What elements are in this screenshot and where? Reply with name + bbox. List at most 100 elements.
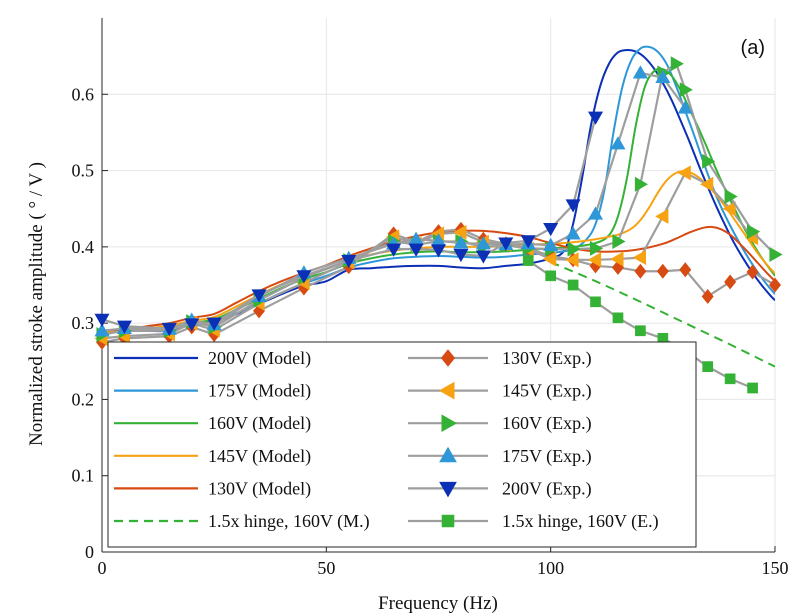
data-point-145v-exp [722, 201, 736, 217]
data-point-1-5x-hinge-160v-e [590, 296, 601, 308]
data-point-160v-exp [702, 153, 716, 169]
data-point-175v-exp [453, 235, 469, 249]
data-point-175v-exp [677, 100, 693, 114]
y-tick-label: 0.1 [72, 466, 95, 486]
data-point-130v-exp [634, 263, 647, 279]
data-point-200v-exp [588, 111, 604, 125]
legend-entry-160v-exp: 160V (Exp.) [408, 413, 592, 434]
panel-label: (a) [741, 37, 765, 59]
legend-label: 200V (Model) [208, 348, 311, 369]
data-point-200v-exp [116, 320, 132, 334]
data-point-1-5x-hinge-160v-e [612, 312, 624, 324]
data-point-160v-exp [589, 240, 604, 256]
data-point-200v-exp [161, 322, 177, 337]
data-point-130v-exp [724, 274, 737, 290]
x-axis-title: Frequency (Hz) [378, 593, 498, 613]
data-point-1-5x-hinge-160v-e [724, 373, 736, 385]
y-tick-label: 0.3 [72, 313, 95, 333]
y-tick-label: 0.6 [72, 84, 95, 104]
data-point-200v-exp [94, 313, 110, 327]
experimental-series-layer [94, 56, 783, 394]
data-point-160v-exp [747, 224, 761, 240]
data-point-175v-exp [610, 136, 626, 150]
legend-label: 145V (Exp.) [502, 381, 592, 402]
legend-label: 175V (Exp.) [502, 446, 592, 467]
data-point-200v-exp [184, 318, 200, 332]
y-tick-label: 0.4 [72, 237, 95, 257]
legend-entry-200v-model: 200V (Model) [114, 348, 311, 369]
x-tick-label: 150 [762, 558, 789, 578]
legend-entry-160v-model: 160V (Model) [114, 413, 311, 434]
data-point-200v-exp [430, 244, 447, 258]
legend-label: 130V (Exp.) [502, 348, 592, 369]
data-point-145v-exp [565, 252, 579, 268]
data-point-200v-exp [453, 248, 469, 263]
data-point-145v-exp [587, 252, 602, 268]
data-point-160v-exp [670, 56, 684, 72]
legend-label: 160V (Exp.) [502, 413, 592, 434]
legend-marker-1-5x-hinge-160v-e [441, 514, 455, 528]
data-point-1-5x-hinge-160v-e [567, 279, 579, 291]
legend-label: 145V (Model) [208, 446, 311, 467]
data-point-200v-exp [520, 235, 536, 249]
legend-marker-175v-exp [439, 446, 457, 463]
legend-entry-145v-model: 145V (Model) [114, 446, 311, 467]
legend-entry-130v-exp: 130V (Exp.) [408, 348, 592, 369]
data-point-1-5x-hinge-160v-e [747, 382, 758, 394]
y-axis-title: Normalized stroke amplitude ( ° / V ) [26, 162, 47, 446]
data-point-130v-exp [679, 262, 692, 278]
legend-entry-175v-model: 175V (Model) [114, 381, 311, 402]
data-point-160v-exp [567, 241, 581, 257]
legend: 200V (Model) 175V (Model) 160V (Model) 145V… [107, 341, 697, 548]
legend-label: 160V (Model) [208, 413, 311, 434]
y-tick-label: 0 [85, 542, 94, 562]
legend-label: 175V (Model) [208, 381, 311, 402]
series-line-1-5x-hinge-160v-m [550, 261, 775, 368]
axes: 0 50 100 150 0 0.1 0.2 0.3 0.4 0.5 0.6 [72, 18, 789, 578]
legend-box [107, 341, 697, 548]
data-point-160v-exp [724, 188, 738, 205]
x-tick-label: 100 [537, 558, 564, 578]
data-point-145v-exp [632, 250, 646, 266]
data-point-200v-exp [386, 243, 402, 257]
data-point-160v-exp [612, 234, 626, 250]
data-point-200v-exp [341, 255, 357, 269]
data-point-200v-exp [565, 199, 581, 213]
legend-marker-130v-exp [440, 349, 456, 367]
data-point-200v-exp [251, 289, 267, 303]
data-point-200v-exp [408, 243, 424, 257]
legend-entry-175v-exp: 175V (Exp.) [408, 446, 592, 467]
data-point-145v-exp [677, 165, 691, 181]
data-point-145v-exp [453, 224, 467, 240]
x-tick-label: 50 [317, 558, 335, 578]
data-point-1-5x-hinge-160v-e [702, 361, 714, 372]
series-line-175v-exp [101, 71, 687, 332]
y-tick-label: 0.2 [72, 389, 95, 409]
data-point-130v-exp [769, 277, 781, 293]
data-point-130v-exp [656, 263, 669, 279]
data-point-200v-exp [206, 317, 222, 331]
y-tick-label: 0.5 [72, 161, 95, 181]
data-point-145v-exp [655, 208, 669, 224]
data-point-1-5x-hinge-160v-e [545, 270, 557, 282]
data-point-160v-exp [679, 82, 693, 98]
legend-entry-145v-exp: 145V (Exp.) [408, 381, 592, 402]
data-point-200v-exp [296, 270, 312, 284]
legend-label: 130V (Model) [208, 478, 311, 499]
data-point-145v-exp [543, 251, 557, 267]
legend-label: 1.5x hinge, 160V (M.) [208, 511, 370, 532]
data-point-200v-exp [498, 237, 514, 251]
legend-entry-1-5x-hinge-160v-m: 1.5x hinge, 160V (M.) [114, 511, 370, 532]
data-point-175v-exp [632, 65, 648, 79]
data-point-130v-exp [701, 288, 714, 304]
data-point-145v-exp [700, 176, 714, 192]
series-line-130v-model [102, 225, 775, 332]
data-point-200v-exp [475, 250, 491, 264]
data-point-1-5x-hinge-160v-e [522, 255, 534, 266]
legend-entry-130v-model: 130V (Model) [114, 478, 311, 499]
data-point-1-5x-hinge-160v-e [635, 325, 646, 337]
data-point-145v-exp [610, 251, 624, 267]
data-point-175v-exp [543, 237, 559, 251]
data-point-130v-exp [746, 264, 759, 280]
